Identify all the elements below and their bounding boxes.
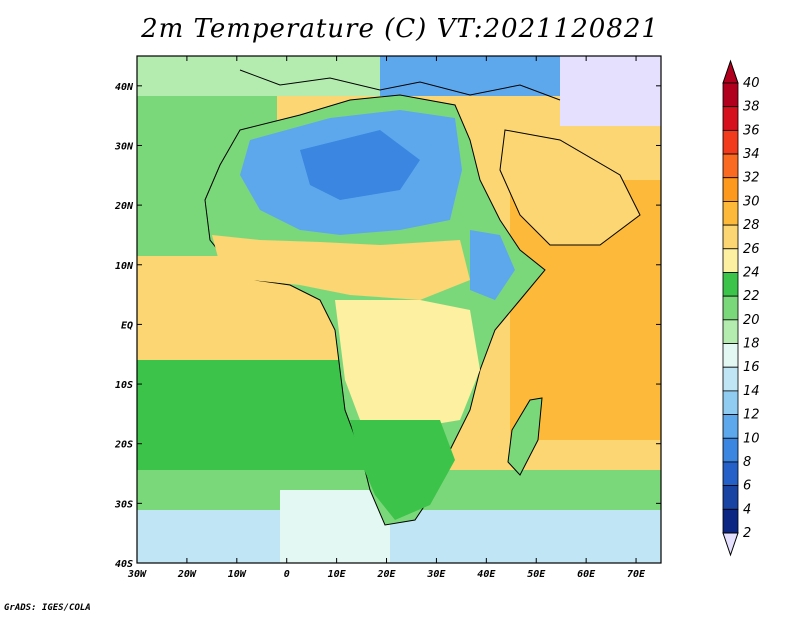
colorbar-label: 6 bbox=[743, 479, 751, 494]
lon-tick-label: 0 bbox=[284, 569, 290, 580]
lat-tick-label: 30S bbox=[114, 499, 133, 510]
colorbar-block bbox=[722, 508, 739, 534]
colorbar-block bbox=[722, 343, 739, 368]
colorbar-label: 32 bbox=[743, 171, 760, 186]
lon-tick-label: 20W bbox=[177, 569, 197, 580]
lat-tick-label: 30N bbox=[114, 141, 134, 152]
colorbar-block bbox=[722, 414, 739, 439]
lat-tick-label: 20N bbox=[114, 201, 134, 212]
colorbar-block bbox=[722, 437, 739, 463]
lat-tick-label: 20S bbox=[114, 440, 133, 451]
colorbar-block bbox=[722, 248, 739, 273]
central-africa-mixed bbox=[335, 300, 480, 430]
colorbar-label: 10 bbox=[743, 431, 760, 446]
colorbar-label: 34 bbox=[743, 147, 760, 162]
colorbar-block bbox=[722, 153, 739, 179]
colorbar-block bbox=[722, 366, 739, 392]
colorbar-label: 40 bbox=[743, 76, 760, 91]
colorbar-block bbox=[722, 390, 739, 415]
colorbar-block bbox=[722, 201, 739, 226]
colorbar-bottom-cap bbox=[722, 532, 739, 557]
lat-tick-label: 10N bbox=[115, 261, 134, 272]
colorbar-block bbox=[722, 319, 739, 344]
colorbar-block bbox=[722, 272, 739, 297]
lon-tick-label: 70E bbox=[627, 569, 646, 580]
sahara-cold-core bbox=[300, 130, 420, 200]
latitude-axis: 40N 30N 20N 10N EQ 10S 20S 30S 40S bbox=[114, 82, 661, 570]
colorbar-label: 18 bbox=[743, 337, 760, 352]
lon-tick-label: 40E bbox=[477, 569, 496, 580]
colorbar-label: 16 bbox=[743, 360, 760, 375]
lon-tick-label: 60E bbox=[577, 569, 596, 580]
middle-east-cold bbox=[560, 56, 661, 126]
colorbar-label: 8 bbox=[743, 455, 751, 470]
chart-title: 2m Temperature (C) VT:2021120821 bbox=[141, 14, 659, 44]
colorbar-block bbox=[722, 461, 739, 487]
colorbar-label: 28 bbox=[743, 218, 760, 233]
colorbar-block bbox=[722, 224, 739, 250]
colorbar-label: 24 bbox=[743, 265, 760, 280]
lon-tick-label: 10W bbox=[228, 569, 247, 580]
lat-tick-label: 40S bbox=[115, 559, 133, 570]
colorbar-label: 26 bbox=[743, 242, 760, 257]
lon-tick-label: 20E bbox=[376, 569, 396, 580]
colorbar-label: 38 bbox=[743, 100, 760, 115]
colorbar-block bbox=[722, 129, 739, 155]
grads-credit: GrADS: IGES/COLA bbox=[4, 603, 91, 613]
colorbar-label: 30 bbox=[743, 194, 760, 209]
colorbar-block bbox=[722, 295, 739, 321]
madagascar bbox=[507, 397, 543, 476]
south-atlantic-cool bbox=[280, 490, 390, 563]
lat-tick-label: 10S bbox=[115, 380, 133, 391]
southern-africa-green bbox=[350, 420, 455, 520]
arabian-peninsula bbox=[499, 129, 641, 246]
temperature-field bbox=[137, 56, 661, 563]
longitude-axis: 30W 20W 10W 0 10E 20E 30E 40E 50E 60E 70E bbox=[127, 56, 646, 580]
lon-tick-label: 30E bbox=[426, 569, 446, 580]
colorbar-block bbox=[722, 106, 739, 131]
colorbar-block bbox=[722, 485, 739, 510]
colorbar-label: 2 bbox=[743, 526, 751, 541]
colorbar-top-cap bbox=[722, 59, 739, 84]
plot-frame bbox=[136, 55, 662, 564]
colorbar-label: 14 bbox=[743, 384, 760, 399]
lat-tick-label: EQ bbox=[121, 320, 133, 331]
lat-tick-label: 40N bbox=[115, 82, 134, 93]
lon-tick-label: 30W bbox=[127, 569, 147, 580]
colorbar-label: 20 bbox=[743, 313, 760, 328]
colorbar: 40 38 36 34 32 30 28 26 24 22 20 18 16 14 12 10 8 6 4 2 bbox=[722, 59, 760, 557]
colorbar-block bbox=[722, 177, 739, 202]
colorbar-label: 36 bbox=[743, 123, 760, 138]
lon-tick-label: 50E bbox=[527, 569, 546, 580]
colorbar-label: 4 bbox=[743, 502, 751, 517]
europe-coast bbox=[239, 69, 561, 101]
ethiopian-highlands bbox=[470, 230, 515, 300]
colorbar-label: 12 bbox=[743, 408, 760, 423]
sahel-warm bbox=[212, 235, 470, 300]
colorbar-label: 22 bbox=[743, 289, 760, 304]
lon-tick-label: 10E bbox=[328, 569, 347, 580]
colorbar-block bbox=[722, 82, 739, 108]
